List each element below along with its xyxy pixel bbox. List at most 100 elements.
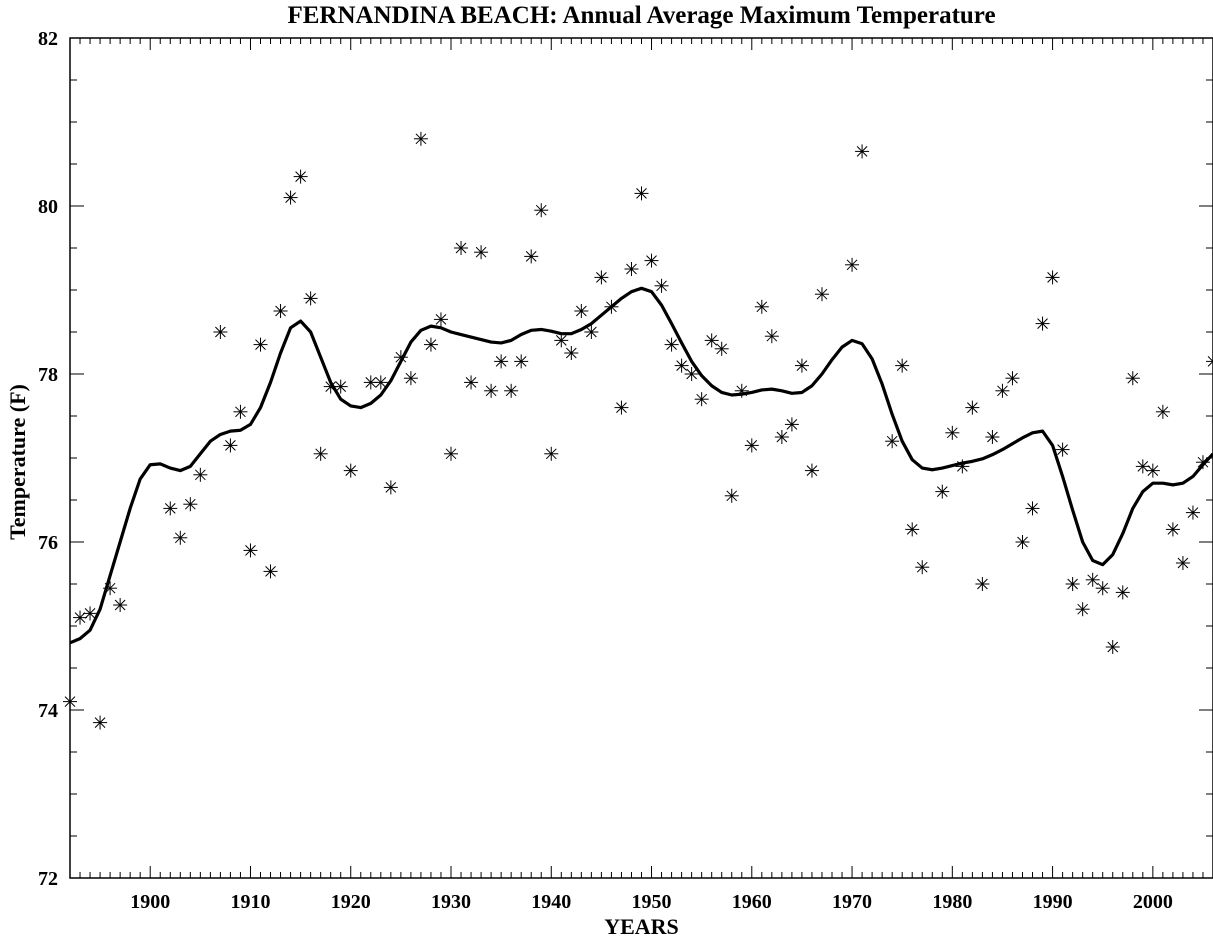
data-point-asterisk bbox=[534, 203, 549, 218]
data-point-asterisk bbox=[103, 581, 118, 596]
data-point-asterisk bbox=[694, 392, 709, 407]
data-point-asterisk bbox=[233, 404, 248, 419]
data-point-asterisk bbox=[333, 379, 348, 394]
data-point-asterisk bbox=[183, 497, 198, 512]
data-point-asterisk bbox=[704, 333, 719, 348]
data-point-asterisk bbox=[303, 291, 318, 306]
data-point-asterisk bbox=[1075, 602, 1090, 617]
data-point-asterisk bbox=[474, 245, 489, 260]
data-point-asterisk bbox=[905, 522, 920, 537]
data-point-asterisk bbox=[744, 438, 759, 453]
data-point-asterisk bbox=[444, 446, 458, 461]
data-point-asterisk bbox=[1135, 459, 1150, 474]
data-point-asterisk bbox=[604, 299, 619, 314]
y-tick-label: 76 bbox=[38, 532, 58, 554]
data-point-asterisk bbox=[845, 257, 860, 272]
data-point-asterisk bbox=[423, 337, 438, 352]
data-point-asterisk bbox=[995, 383, 1010, 398]
data-point-asterisk bbox=[975, 577, 990, 591]
data-point-asterisk bbox=[323, 379, 338, 394]
x-axis-title: YEARS bbox=[604, 914, 679, 939]
data-point-asterisk bbox=[373, 375, 388, 390]
data-point-asterisk bbox=[223, 438, 238, 453]
data-point-asterisk bbox=[1125, 371, 1140, 386]
data-point-asterisk bbox=[1045, 270, 1060, 285]
data-point-asterisk bbox=[784, 417, 799, 432]
data-point-asterisk bbox=[484, 383, 499, 398]
x-tick-label: 1900 bbox=[130, 891, 170, 913]
data-point-asterisk bbox=[1206, 354, 1213, 369]
x-tick-label: 1970 bbox=[832, 891, 872, 913]
data-point-asterisk bbox=[764, 329, 779, 344]
data-point-asterisk bbox=[664, 337, 679, 352]
data-point-asterisk bbox=[293, 169, 308, 184]
data-point-asterisk bbox=[614, 400, 629, 415]
data-point-asterisk bbox=[1175, 556, 1190, 570]
y-tick-label: 74 bbox=[38, 700, 58, 722]
tick-labels: 1900 1910 1920 1930 1940 1950 1960 1970 1980 1990… bbox=[38, 28, 1173, 913]
data-point-asterisk bbox=[494, 354, 509, 369]
data-point-asterisk bbox=[1025, 501, 1040, 516]
data-point-asterisk bbox=[93, 715, 108, 730]
data-point-asterisk bbox=[804, 463, 819, 478]
data-point-asterisk bbox=[935, 484, 950, 499]
data-point-asterisk bbox=[313, 446, 328, 461]
data-point-asterisk bbox=[584, 325, 599, 339]
x-tick-label: 1920 bbox=[331, 891, 371, 913]
data-point-asterisk bbox=[163, 501, 178, 516]
data-point-asterisk bbox=[734, 383, 749, 398]
data-point-asterisk bbox=[554, 333, 569, 348]
annual-points bbox=[63, 131, 1213, 730]
data-point-asterisk bbox=[895, 358, 910, 373]
data-point-asterisk bbox=[243, 543, 258, 558]
data-point-asterisk bbox=[1145, 463, 1160, 478]
data-point-asterisk bbox=[564, 346, 579, 360]
data-point-asterisk bbox=[624, 262, 639, 276]
y-tick-label: 72 bbox=[38, 868, 58, 890]
x-tick-label: 1980 bbox=[932, 891, 972, 913]
data-point-asterisk bbox=[945, 425, 960, 440]
data-point-asterisk bbox=[283, 190, 298, 205]
x-tick-label: 2000 bbox=[1133, 891, 1173, 913]
data-point-asterisk bbox=[644, 253, 659, 268]
data-point-asterisk bbox=[433, 312, 448, 327]
data-point-asterisk bbox=[654, 278, 669, 293]
smoothed-trend-line bbox=[69, 286, 1213, 645]
data-point-asterisk bbox=[464, 375, 479, 390]
data-point-asterisk bbox=[253, 337, 268, 352]
data-point-asterisk bbox=[504, 383, 519, 398]
y-tick-label: 82 bbox=[38, 28, 58, 50]
data-point-asterisk bbox=[955, 459, 970, 474]
data-point-asterisk bbox=[594, 270, 609, 285]
data-point-asterisk bbox=[213, 325, 228, 339]
data-point-asterisk bbox=[1055, 442, 1070, 457]
data-point-asterisk bbox=[684, 367, 699, 381]
plot-frame bbox=[69, 37, 1213, 879]
data-point-asterisk bbox=[915, 560, 930, 575]
data-point-asterisk bbox=[1035, 316, 1050, 331]
x-tick-label: 1940 bbox=[531, 891, 571, 913]
x-tick-label: 1950 bbox=[632, 891, 672, 913]
data-point-asterisk bbox=[985, 430, 1000, 444]
data-point-asterisk bbox=[193, 467, 208, 482]
data-point-asterisk bbox=[1185, 505, 1200, 520]
data-point-asterisk bbox=[714, 341, 729, 356]
data-point-asterisk bbox=[1005, 371, 1020, 386]
x-tick-label: 1910 bbox=[230, 891, 270, 913]
data-point-asterisk bbox=[1195, 455, 1210, 470]
chart-title: FERNANDINA BEACH: Annual Average Maximum… bbox=[287, 2, 996, 29]
data-point-asterisk bbox=[1085, 572, 1100, 587]
smoothed-series bbox=[69, 286, 1213, 645]
data-point-asterisk bbox=[393, 350, 408, 365]
y-tick-label: 78 bbox=[38, 364, 58, 386]
data-point-asterisk bbox=[263, 564, 278, 579]
x-tick-label: 1990 bbox=[1033, 891, 1073, 913]
data-point-asterisk bbox=[794, 358, 809, 373]
data-point-asterisk bbox=[1015, 535, 1030, 549]
data-point-asterisk bbox=[113, 598, 128, 612]
data-point-asterisk bbox=[1155, 404, 1170, 419]
y-tick-label: 80 bbox=[38, 196, 58, 218]
x-tick-label: 1960 bbox=[732, 891, 772, 913]
data-point-asterisk bbox=[1165, 522, 1180, 537]
